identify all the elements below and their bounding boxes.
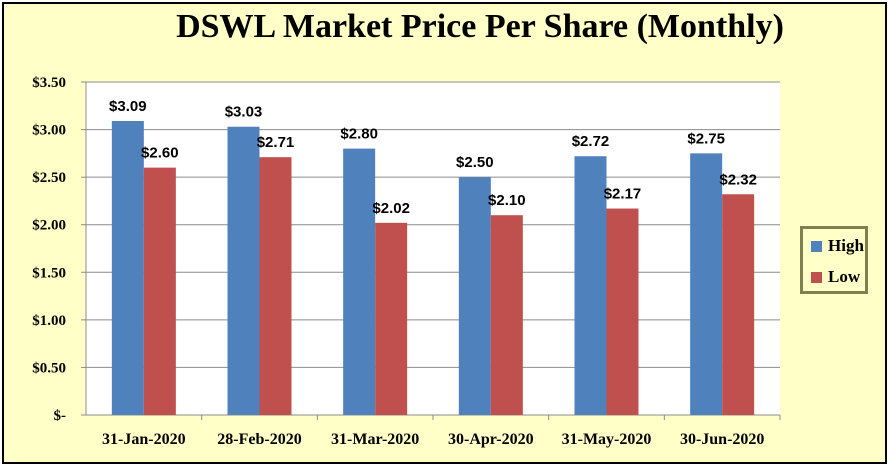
bar-high [343, 148, 376, 415]
data-label-low: $2.10 [488, 192, 526, 209]
bar-low [259, 157, 292, 416]
bar-high [690, 153, 723, 415]
x-tick-label: 30-Jun-2020 [680, 431, 764, 448]
x-tick-label: 28-Feb-2020 [217, 431, 301, 448]
data-label-high: $2.75 [687, 130, 725, 147]
bar-high [574, 156, 607, 415]
y-tick-label: $1.00 [32, 313, 66, 329]
x-tick-label: 31-Mar-2020 [331, 431, 419, 448]
bar-high [227, 126, 260, 416]
data-label-low: $2.02 [372, 200, 410, 217]
x-tick-label: 30-Apr-2020 [448, 431, 534, 448]
legend-label-low: Low [828, 267, 861, 286]
bar-low [143, 167, 176, 415]
y-tick-label: $- [54, 408, 67, 424]
data-label-low: $2.17 [604, 186, 642, 203]
data-label-high: $3.03 [225, 104, 263, 121]
plot-area [86, 82, 780, 415]
y-tick-label: $2.50 [32, 170, 66, 186]
legend-swatch-low [811, 271, 822, 283]
data-label-low: $2.32 [719, 171, 757, 188]
legend-label-high: High [828, 236, 864, 255]
bar-low [606, 208, 639, 415]
x-tick-label: 31-May-2020 [562, 431, 652, 448]
data-label-high: $3.09 [109, 98, 147, 115]
legend-item-low: Low [811, 267, 860, 287]
y-tick-label: $0.50 [32, 360, 66, 376]
bar-high [111, 121, 144, 415]
chart-legend: High Low [800, 226, 868, 294]
x-tick-label: 31-Jan-2020 [102, 431, 186, 448]
data-label-high: $2.50 [456, 154, 494, 171]
y-tick-label: $2.00 [32, 218, 66, 234]
data-label-high: $2.72 [572, 133, 610, 150]
y-tick-label: $3.50 [32, 75, 66, 91]
bar-low [375, 222, 408, 415]
y-tick-label: $1.50 [32, 265, 66, 281]
data-label-low: $2.60 [141, 145, 179, 162]
bar-high [458, 177, 491, 415]
chart-title: DSWL Market Price Per Share (Monthly) [176, 8, 784, 45]
bar-low [490, 215, 523, 415]
data-label-high: $2.80 [340, 126, 378, 143]
y-tick-label: $3.00 [32, 123, 66, 139]
data-label-low: $2.71 [257, 134, 295, 151]
legend-swatch-high [811, 240, 822, 252]
legend-item-high: High [811, 236, 864, 256]
bar-low [722, 194, 755, 415]
